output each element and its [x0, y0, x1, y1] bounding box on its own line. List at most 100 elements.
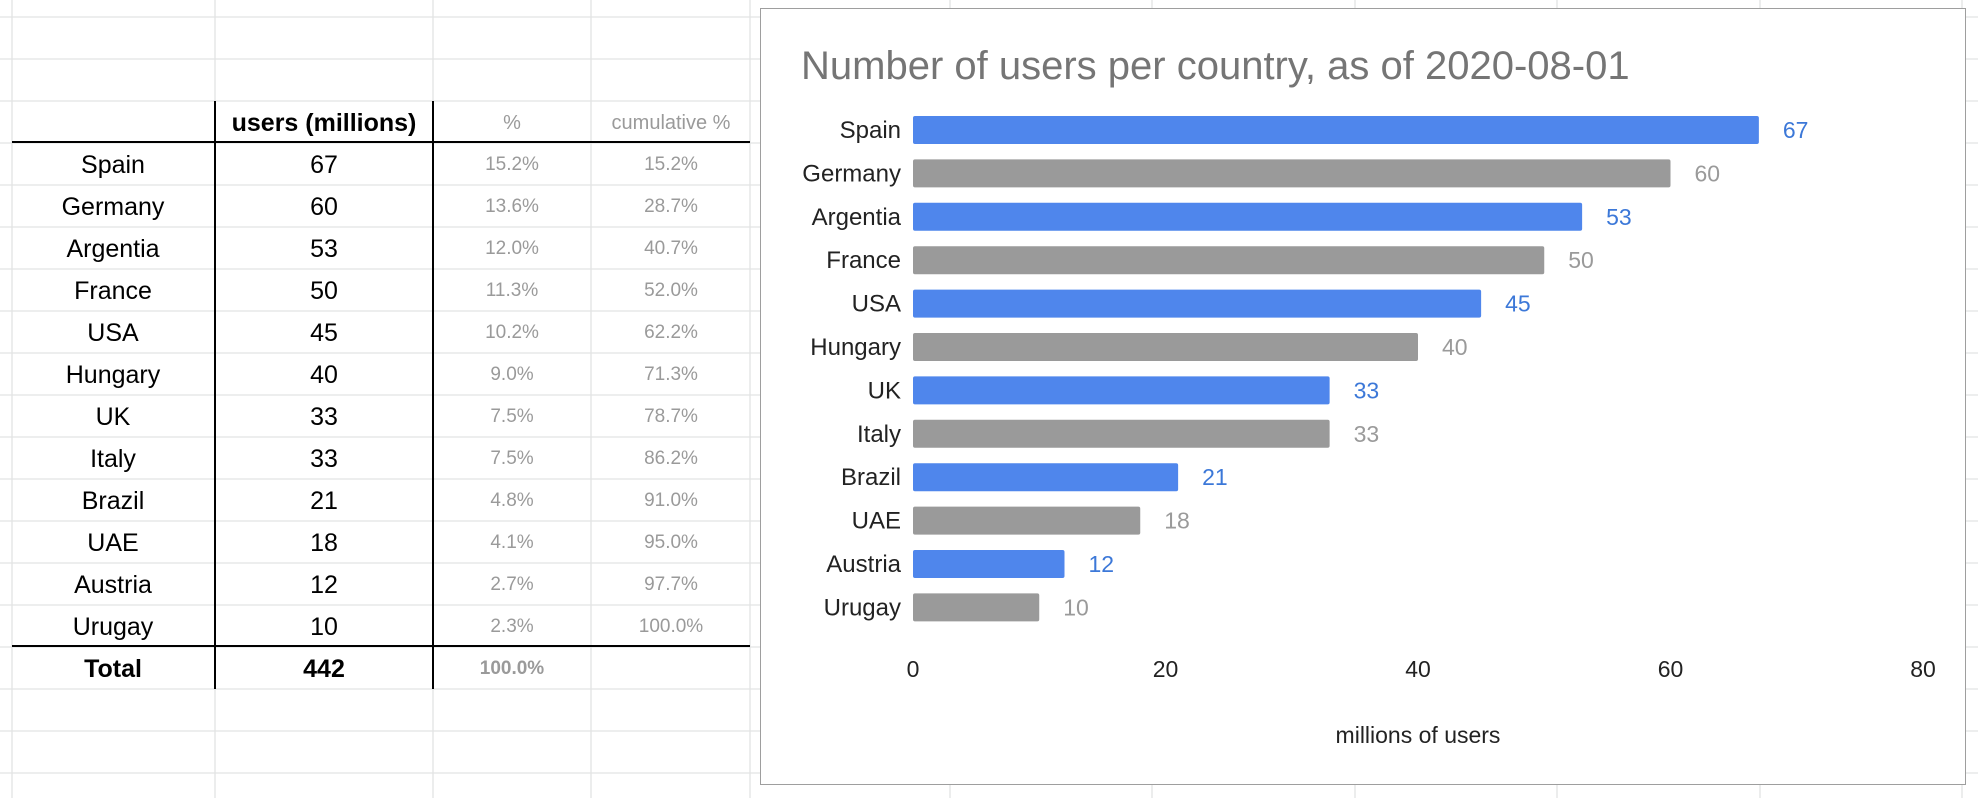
total-border-line — [12, 645, 750, 647]
cumulative-pct-cell[interactable] — [592, 648, 750, 690]
country-cell[interactable]: Germany — [61, 193, 165, 221]
country-cell[interactable]: USA — [87, 319, 139, 347]
data-label: 67 — [1783, 117, 1809, 143]
data-label: 45 — [1505, 291, 1531, 317]
cumulative-pct-cell[interactable]: 52.0% — [644, 280, 698, 301]
cumulative-pct-cell[interactable]: 78.7% — [644, 406, 698, 427]
pct-cell[interactable]: 12.0% — [485, 238, 539, 259]
column-divider-line — [214, 101, 216, 689]
data-label: 33 — [1354, 421, 1380, 447]
pct-cell[interactable]: 4.8% — [490, 490, 534, 511]
x-tick-label: 0 — [907, 656, 920, 682]
bar-italy[interactable] — [913, 419, 1330, 448]
bar-austria[interactable] — [913, 550, 1065, 578]
x-tick-label: 20 — [1153, 656, 1179, 682]
category-label: UK — [868, 377, 901, 404]
bar-germany[interactable] — [913, 159, 1671, 188]
bar-usa[interactable] — [913, 289, 1482, 318]
users-cell[interactable]: 21 — [310, 487, 338, 515]
cumulative-pct-cell[interactable]: 97.7% — [644, 574, 698, 595]
cumulative-pct-cell[interactable]: 100.0% — [638, 616, 704, 637]
pct-cell[interactable]: % — [503, 112, 521, 134]
pct-cell[interactable]: 7.5% — [490, 448, 534, 469]
data-label: 12 — [1089, 551, 1115, 577]
bar-brazil[interactable] — [913, 463, 1179, 492]
country-cell[interactable]: Spain — [81, 151, 145, 179]
bar-uk[interactable] — [913, 376, 1330, 405]
bar-argentia[interactable] — [913, 202, 1583, 231]
cumulative-pct-cell[interactable]: 95.0% — [644, 532, 698, 553]
x-axis-label: millions of users — [1336, 722, 1501, 748]
pct-cell[interactable]: 10.2% — [485, 322, 539, 343]
category-label: Brazil — [841, 464, 901, 491]
country-cell[interactable]: UK — [95, 403, 131, 431]
country-cell[interactable] — [12, 102, 214, 144]
category-label: Argentia — [812, 204, 902, 231]
bar-hungary[interactable] — [913, 333, 1418, 361]
cumulative-pct-cell[interactable]: 71.3% — [644, 364, 698, 385]
cumulative-pct-cell[interactable]: 28.7% — [644, 196, 698, 217]
bar-spain[interactable] — [913, 116, 1759, 144]
country-cell[interactable]: Hungary — [65, 361, 161, 389]
pct-cell[interactable]: 2.7% — [490, 574, 534, 595]
category-label: Hungary — [810, 334, 901, 361]
pct-cell[interactable]: 7.5% — [490, 406, 534, 427]
x-tick-label: 40 — [1405, 656, 1431, 682]
country-cell[interactable]: UAE — [87, 529, 139, 557]
users-cell[interactable]: 33 — [310, 445, 338, 473]
cumulative-pct-cell[interactable]: 62.2% — [644, 322, 698, 343]
users-cell[interactable]: 18 — [310, 529, 338, 557]
users-cell[interactable]: 60 — [310, 193, 338, 221]
category-label: USA — [852, 291, 901, 318]
cumulative-pct-cell[interactable]: 91.0% — [644, 490, 698, 511]
users-cell[interactable]: 45 — [310, 319, 338, 347]
users-cell[interactable]: 53 — [310, 235, 338, 263]
category-label: Austria — [826, 551, 901, 578]
users-cell[interactable]: 50 — [310, 277, 338, 305]
bar-france[interactable] — [913, 246, 1545, 275]
cumulative-pct-cell[interactable]: 40.7% — [644, 238, 698, 259]
users-cell[interactable]: 10 — [310, 613, 338, 641]
pct-cell[interactable]: 13.6% — [485, 196, 539, 217]
category-label: Urugay — [824, 594, 901, 621]
cumulative-pct-cell[interactable]: 86.2% — [644, 448, 698, 469]
country-cell[interactable]: Urugay — [72, 613, 154, 641]
data-label: 21 — [1202, 464, 1228, 490]
data-label: 10 — [1063, 594, 1089, 620]
country-cell[interactable]: Total — [84, 655, 142, 683]
country-cell[interactable]: Argentia — [66, 235, 160, 263]
users-cell[interactable]: 442 — [303, 655, 345, 683]
bar-chart[interactable]: Number of users per country, as of 2020-… — [760, 8, 1966, 785]
country-cell[interactable]: Italy — [90, 445, 136, 473]
users-cell[interactable]: 33 — [310, 403, 338, 431]
pct-cell[interactable]: 2.3% — [490, 616, 534, 637]
country-cell[interactable]: France — [74, 277, 152, 305]
pct-cell[interactable]: 100.0% — [479, 658, 545, 679]
data-label: 40 — [1442, 334, 1468, 360]
data-label: 50 — [1568, 247, 1594, 273]
users-cell[interactable]: users (millions) — [231, 109, 417, 137]
country-cell[interactable]: Brazil — [81, 487, 145, 515]
users-cell[interactable]: 67 — [310, 151, 338, 179]
pct-cell[interactable]: 4.1% — [490, 532, 534, 553]
category-label: Spain — [840, 117, 901, 144]
x-tick-label: 80 — [1910, 656, 1936, 682]
country-cell[interactable]: Austria — [74, 571, 152, 599]
data-label: 53 — [1606, 204, 1632, 230]
bar-urugay[interactable] — [913, 593, 1040, 622]
pct-cell[interactable]: 15.2% — [485, 154, 539, 175]
users-cell[interactable]: 40 — [310, 361, 338, 389]
x-tick-label: 60 — [1658, 656, 1684, 682]
pct-cell[interactable]: 9.0% — [490, 364, 534, 385]
category-label: Germany — [802, 160, 901, 187]
cumulative-pct-cell[interactable]: 15.2% — [644, 154, 698, 175]
data-label: 60 — [1695, 160, 1721, 186]
header-border-line — [12, 141, 750, 143]
users-cell[interactable]: 12 — [310, 571, 338, 599]
cumulative-pct-cell[interactable]: cumulative % — [611, 112, 731, 134]
data-label: 18 — [1164, 508, 1190, 534]
column-divider-line — [432, 101, 434, 689]
category-label: France — [826, 247, 901, 274]
bar-uae[interactable] — [913, 506, 1141, 535]
pct-cell[interactable]: 11.3% — [485, 280, 539, 301]
